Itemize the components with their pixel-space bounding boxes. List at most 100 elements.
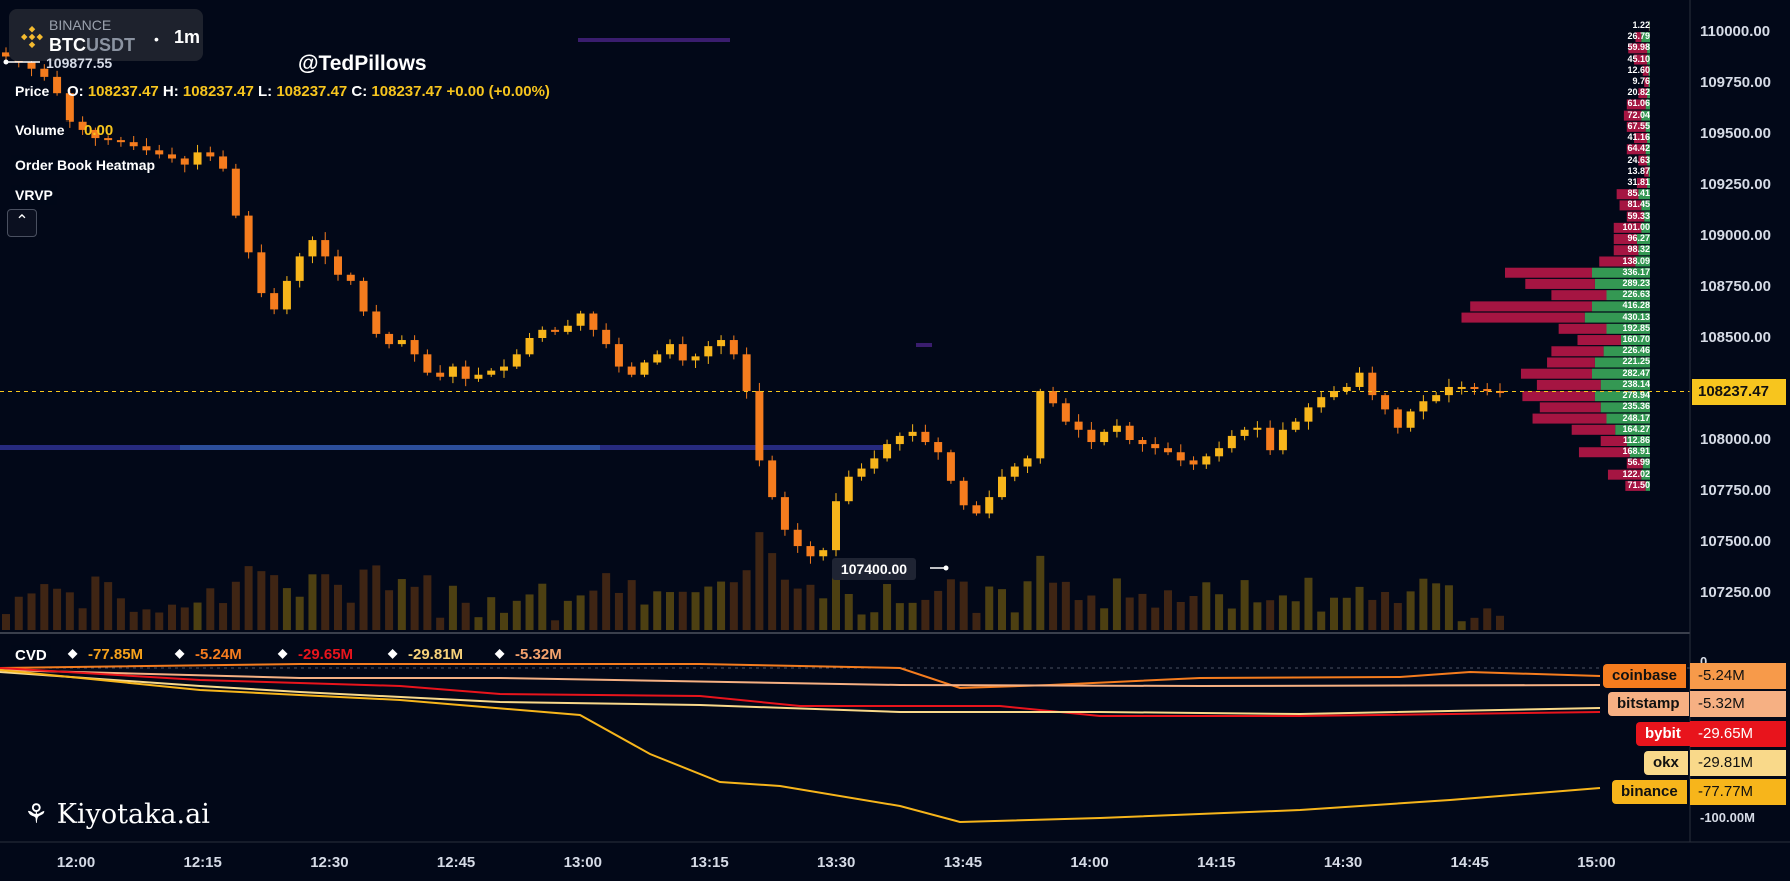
- candle-body: [614, 344, 623, 367]
- candle-body: [717, 340, 726, 347]
- chevron-up-icon: ⌃: [15, 213, 29, 230]
- candle-body: [500, 366, 508, 371]
- ohlc-values: O: 108237.47 H: 108237.47 L: 108237.47 C…: [67, 83, 550, 100]
- candle-body: [1189, 460, 1198, 465]
- time-axis-label: 12:00: [56, 854, 96, 871]
- candle-body: [1074, 421, 1083, 430]
- candle-body: [704, 346, 713, 357]
- volume-bar: [614, 592, 623, 630]
- volume-bar: [193, 602, 202, 630]
- vp-row-label: 221.25: [1622, 356, 1650, 367]
- timeframe-button[interactable]: 1m: [174, 27, 201, 47]
- candle-body: [359, 280, 368, 312]
- kiyotaka-logo: ⚘ Kiyotaka.ai: [24, 799, 210, 830]
- vp-row-label: 12.60: [1627, 64, 1650, 75]
- volume-bar: [1202, 582, 1211, 630]
- volume-bar: [1457, 621, 1466, 630]
- volume-bar: [1010, 612, 1019, 630]
- candle-body: [972, 505, 981, 514]
- vp-buy-bar: [1606, 323, 1650, 334]
- cvd-exchange-name: coinbase: [1603, 664, 1687, 688]
- volume-bar: [551, 620, 560, 630]
- vp-row-label: 96.27: [1627, 233, 1650, 244]
- vp-buy-bar: [1649, 20, 1650, 31]
- volume-bar: [1266, 600, 1275, 630]
- vp-sell-bar: [1607, 469, 1642, 480]
- time-axis-label: 13:45: [943, 854, 983, 871]
- candle-body: [1138, 440, 1147, 445]
- cvd-label[interactable]: CVD: [11, 645, 51, 666]
- vp-buy-bar: [1645, 480, 1650, 491]
- candle-body: [959, 480, 968, 506]
- heatmap-band: [916, 343, 932, 347]
- candle-body: [1278, 429, 1287, 451]
- volume-bar: [1227, 608, 1236, 630]
- legend-vrvp-label[interactable]: VRVP: [11, 185, 57, 205]
- legend-heatmap-label[interactable]: Order Book Heatmap: [11, 155, 160, 175]
- volume-bar: [1215, 594, 1224, 630]
- vp-row-label: 56.99: [1627, 457, 1650, 468]
- vp-buy-bar: [1641, 200, 1650, 211]
- volume-bar: [448, 585, 457, 630]
- volume-bar: [832, 575, 840, 630]
- vp-row-label: 24.63: [1627, 154, 1650, 165]
- volume-bar: [844, 593, 853, 630]
- candle-body: [1049, 391, 1058, 404]
- base-asset: BTC: [49, 35, 86, 55]
- candle-body: [1253, 427, 1262, 430]
- candle-body: [193, 152, 202, 165]
- vp-sell-bar: [1644, 166, 1649, 177]
- symbol-info-box[interactable]: BINANCE BTCUSDT • 1m: [9, 9, 203, 61]
- vp-buy-bar: [1647, 133, 1650, 144]
- candle-body: [295, 256, 304, 281]
- vp-sell-bar: [1599, 256, 1636, 267]
- close-value: 108237.47: [371, 83, 443, 100]
- candle-body: [985, 497, 994, 514]
- vp-sell-bar: [1558, 323, 1607, 334]
- cvd-exchange-value: -29.81M: [1690, 750, 1786, 776]
- legend-price-label[interactable]: Price: [11, 81, 54, 101]
- vp-buy-bar: [1621, 335, 1650, 346]
- legend-volume-label[interactable]: Volume: [11, 120, 69, 140]
- price-axis-label: 108000.00: [1700, 431, 1771, 448]
- volume-bar: [1330, 597, 1338, 630]
- volume-bar: [691, 592, 700, 630]
- candle-body: [219, 156, 228, 169]
- vp-buy-bar: [1636, 234, 1650, 245]
- candle-body: [512, 354, 521, 367]
- candle-body: [1406, 411, 1415, 428]
- vp-row-label: 64.42: [1627, 143, 1650, 154]
- vp-row-label: 67.55: [1627, 120, 1650, 131]
- candle-body: [1444, 386, 1453, 396]
- candle-body: [1330, 391, 1338, 398]
- volume-bar: [1291, 601, 1300, 630]
- vp-row-label: 336.17: [1622, 266, 1650, 277]
- candle-body: [1215, 448, 1224, 457]
- volume-bar: [1432, 583, 1441, 630]
- time-axis-label: 12:30: [310, 854, 349, 871]
- vp-sell-bar: [1539, 402, 1601, 413]
- time-axis-label: 15:00: [1577, 854, 1616, 871]
- volume-bar: [972, 612, 981, 630]
- candle-body: [461, 366, 470, 379]
- volume-bar: [742, 570, 751, 630]
- volume-bar: [1151, 607, 1160, 630]
- candle-body: [883, 444, 892, 459]
- candle-body: [78, 121, 87, 130]
- candle-body: [640, 362, 649, 375]
- volume-bar: [334, 584, 342, 630]
- price-axis-label: 109250.00: [1700, 176, 1771, 193]
- volume-profile: [1461, 20, 1650, 491]
- candle-body: [1393, 409, 1402, 428]
- volume-bar: [1253, 602, 1262, 630]
- candle-body: [908, 431, 917, 436]
- volume-bar: [1112, 578, 1121, 630]
- candle-body: [576, 313, 585, 326]
- collapse-legend-button[interactable]: ⌃: [7, 209, 37, 237]
- volume-bar: [180, 607, 189, 630]
- cvd-exchange-name: binance: [1612, 780, 1687, 804]
- change-value: +0.00: [446, 83, 485, 100]
- cvd-exchange-name: okx: [1644, 751, 1688, 775]
